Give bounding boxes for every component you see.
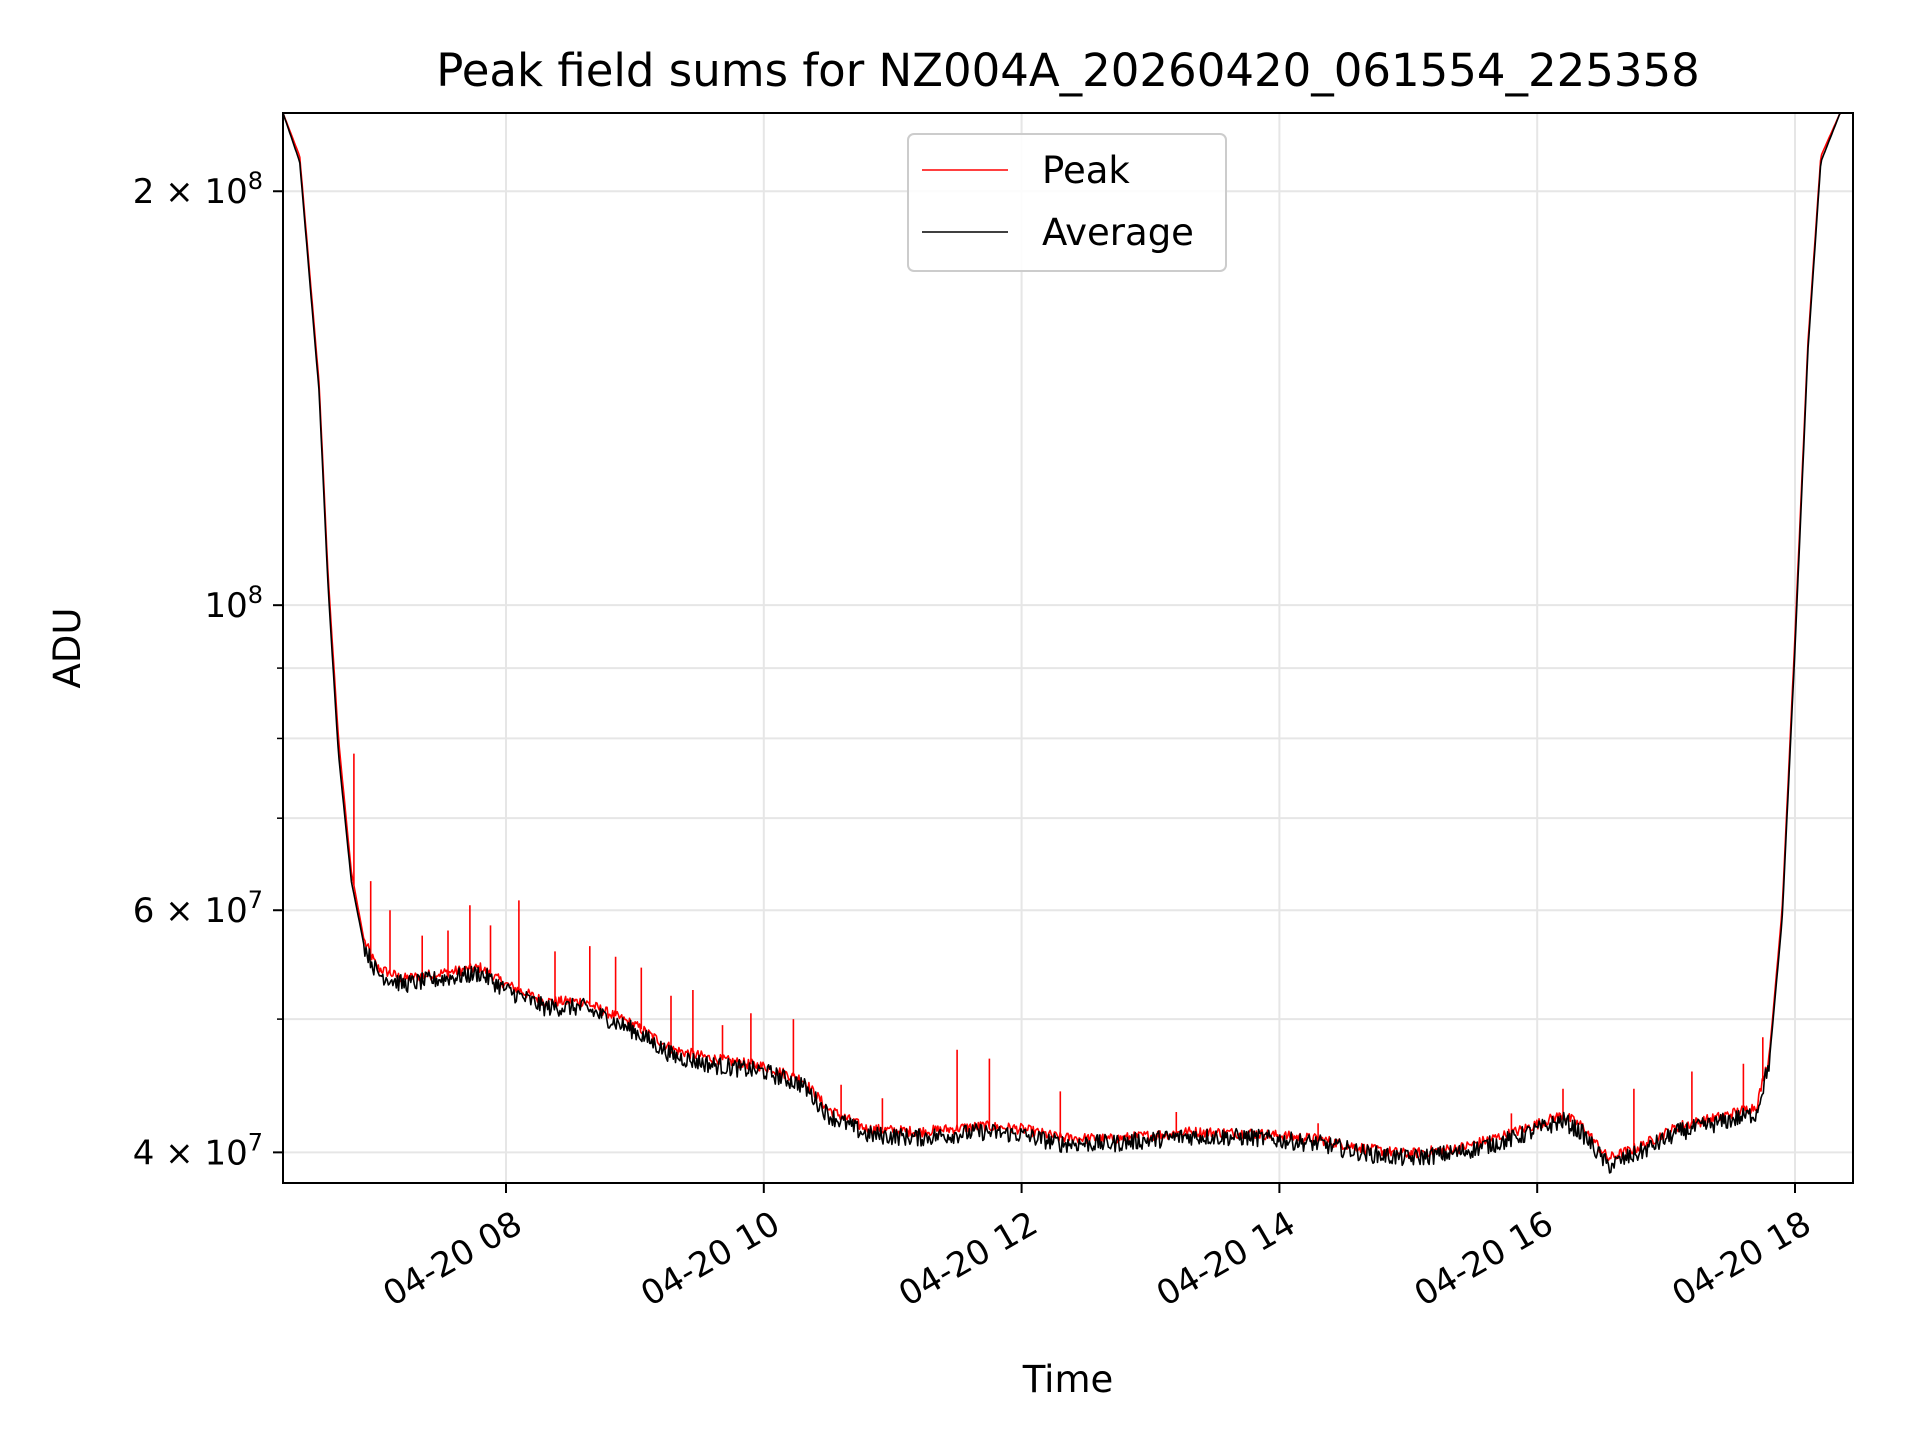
y-tick-label: 2 × 108 [133, 167, 263, 212]
y-tick-exponent: 8 [248, 581, 263, 609]
legend: Peak Average [907, 133, 1227, 272]
y-tick-exponent: 8 [248, 167, 263, 195]
y-tick-exponent: 7 [248, 1128, 263, 1156]
legend-box [907, 133, 1227, 272]
y-tick-base: 10 [204, 1133, 247, 1173]
y-tick-base: 10 [204, 891, 247, 931]
peak-series-line [282, 112, 1853, 1162]
y-tick-times-sign: × [165, 1133, 204, 1173]
y-tick-base: 10 [204, 586, 247, 626]
y-tick-mantissa: 2 [133, 172, 165, 212]
y-tick-label: 4 × 107 [133, 1128, 263, 1173]
y-tick-label: 108 [204, 581, 263, 626]
y-tick-exponent: 7 [248, 886, 263, 914]
y-tick-base: 10 [204, 172, 247, 212]
y-axis-label: ADU [46, 608, 89, 689]
legend-label-peak: Peak [1042, 149, 1130, 192]
series-layer [282, 112, 1853, 1174]
y-tick-times-sign: × [165, 891, 204, 931]
average-series-line [282, 112, 1853, 1174]
y-tick-label: 6 × 107 [133, 886, 263, 931]
plot-frame [282, 112, 1854, 1184]
legend-label-average: Average [1042, 211, 1194, 254]
y-tick-mantissa: 4 [133, 1133, 165, 1173]
chart-title: Peak field sums for NZ004A_20260420_0615… [436, 44, 1700, 97]
y-tick-times-sign: × [165, 172, 204, 212]
y-tick-mantissa: 6 [133, 891, 165, 931]
x-axis-label: Time [1022, 1358, 1114, 1401]
